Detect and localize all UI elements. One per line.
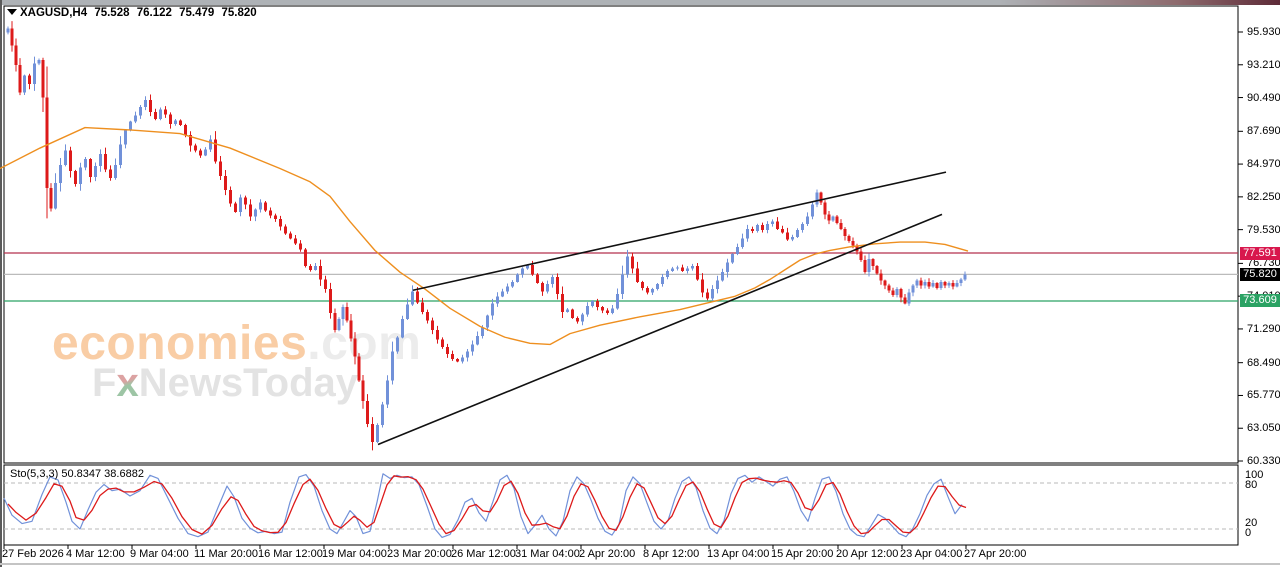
fx-logo-x-icon: x: [116, 361, 139, 405]
quote-close: 75.820: [221, 7, 257, 19]
date-tick-label: 27 Apr 20:00: [964, 548, 1027, 560]
date-tick-label: 9 Mar 04:00: [130, 548, 189, 560]
price-tick-label: 87.690: [1247, 125, 1280, 138]
price-tick-label: 71.290: [1247, 322, 1280, 335]
price-level-badge: 77.591: [1240, 246, 1280, 260]
date-tick-label: 20 Apr 12:00: [836, 548, 899, 560]
date-tick-label: 23 Mar 20:00: [387, 548, 452, 560]
date-tick-label: 11 Mar 20:00: [194, 548, 259, 560]
date-tick-label: 16 Mar 12:00: [258, 548, 323, 560]
stochastic-level-label: 20: [1245, 517, 1258, 529]
price-level-badge: 73.609: [1240, 294, 1280, 308]
symbol-dropdown-icon[interactable]: [7, 9, 17, 15]
price-tick-label: 60.330: [1247, 455, 1280, 467]
date-tick-label: 27 Feb 2026: [2, 548, 64, 560]
date-tick-label: 19 Mar 04:00: [322, 548, 387, 560]
window-top-border: [0, 0, 1280, 5]
date-tick-label: 8 Apr 12:00: [643, 548, 700, 560]
date-tick-label: 4 Mar 12:00: [66, 548, 125, 560]
price-tick-label: 82.250: [1247, 190, 1280, 203]
date-tick-label: 2 Apr 20:00: [579, 548, 636, 560]
price-tick-label: 95.930: [1247, 26, 1280, 38]
watermark-tagline: FxNewsToday: [92, 361, 359, 405]
price-tick-label: 63.050: [1247, 422, 1280, 435]
stochastic-level-label: 0: [1245, 527, 1252, 539]
stochastic-level-label: 100: [1245, 469, 1264, 481]
price-level-badge: 75.820: [1240, 267, 1280, 281]
chart-header: XAGUSD,H4 75.528 76.122 75.479 75.820: [20, 7, 261, 19]
date-tick-label: 23 Apr 04:00: [900, 548, 963, 560]
window-bottom-border: [0, 563, 1280, 565]
stochastic-level-label: 80: [1245, 479, 1258, 491]
stochastic-indicator-label: Sto(5,3,3) 50.8347 38.6882: [10, 468, 144, 480]
price-tick-label: 65.770: [1247, 389, 1280, 402]
quote-high: 76.122: [136, 7, 172, 19]
watermark-brand-text: economies: [52, 317, 308, 370]
price-tick-label: 84.970: [1247, 158, 1280, 171]
window-left-border: [0, 0, 2, 567]
price-tick-label: 79.530: [1247, 223, 1280, 236]
date-tick-label: 26 Mar 12:00: [451, 548, 516, 560]
quote-low: 75.479: [179, 7, 215, 19]
date-tick-label: 15 Apr 20:00: [771, 548, 834, 560]
price-tick-label: 76.730: [1247, 257, 1280, 270]
date-tick-label: 31 Mar 04:00: [515, 548, 580, 560]
symbol-period-label: XAGUSD,H4: [20, 7, 88, 19]
price-tick-label: 90.490: [1247, 91, 1280, 104]
date-tick-label: 13 Apr 04:00: [707, 548, 770, 560]
price-tick-label: 68.490: [1247, 356, 1280, 369]
price-tick-label: 93.210: [1247, 58, 1280, 71]
quote-open: 75.528: [94, 7, 130, 19]
